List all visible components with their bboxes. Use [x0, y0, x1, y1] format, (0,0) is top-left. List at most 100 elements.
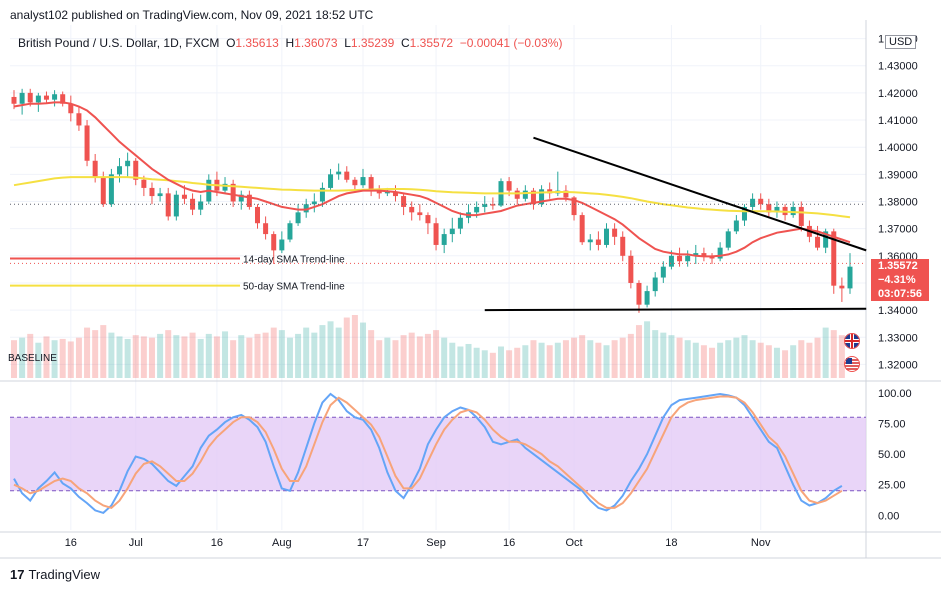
volume-bar	[627, 333, 634, 378]
candle-body	[76, 113, 82, 126]
candle-body	[198, 201, 204, 210]
time-tick-label: Sep	[426, 537, 446, 549]
volume-bar	[19, 337, 26, 378]
candle-body	[125, 160, 131, 167]
candle-body	[587, 239, 593, 243]
price-tick-label: 1.42000	[878, 88, 918, 100]
stochastic-tick-label: 75.00	[878, 418, 906, 430]
candle-body	[758, 198, 764, 205]
candle-body	[43, 95, 49, 100]
candle-body	[409, 206, 415, 213]
price-tick-label: 1.32000	[878, 359, 918, 371]
footer-brand[interactable]: TradingView	[28, 567, 101, 582]
candle-body	[741, 206, 747, 221]
bar-countdown: 03:07:56	[878, 288, 923, 300]
volume-bars	[11, 315, 845, 378]
volume-bar	[360, 322, 367, 378]
volume-bar	[790, 345, 797, 378]
candle-body	[246, 194, 252, 207]
volume-bar	[644, 321, 651, 378]
candle-body	[668, 255, 674, 267]
candle-body	[490, 204, 496, 206]
volume-bar	[562, 340, 569, 378]
candle-body	[685, 255, 691, 262]
stochastic-tick-label: 100.00	[878, 388, 912, 400]
stochastic-d-line	[13, 395, 843, 510]
price-tick-label: 1.37000	[878, 224, 918, 236]
volume-bar	[595, 342, 602, 378]
volume-bar	[400, 335, 407, 378]
candle-body	[693, 253, 699, 256]
volume-bar	[700, 345, 707, 378]
volume-bar	[546, 345, 553, 378]
volume-bar	[51, 340, 58, 378]
volume-bar	[270, 327, 277, 378]
volume-bar	[489, 352, 496, 378]
volume-bar	[246, 337, 253, 378]
volume-bar	[692, 342, 699, 378]
candle-body	[344, 171, 350, 180]
volume-bar	[424, 333, 431, 378]
candle-body	[360, 177, 366, 186]
candle-body	[506, 181, 512, 191]
currency-button[interactable]: USD	[885, 35, 917, 49]
change-value: −0.00041 (−0.03%)	[459, 36, 563, 50]
volume-bar	[725, 340, 732, 378]
candlesticks	[11, 88, 853, 313]
volume-bar	[303, 327, 310, 378]
volume-bar	[75, 337, 82, 378]
volume-bar	[230, 340, 237, 378]
candle-body	[11, 96, 17, 104]
volume-bar	[522, 345, 529, 378]
volume-bar	[408, 332, 415, 378]
volume-bar	[433, 330, 440, 378]
volume-bar	[676, 337, 683, 378]
volume-bar	[384, 337, 391, 378]
stochastic-band	[10, 417, 866, 491]
volume-bar	[481, 350, 488, 378]
candle-body	[474, 206, 480, 213]
candle-body	[644, 291, 650, 305]
close-value: 1.35572	[409, 36, 454, 50]
uk-flag-icon[interactable]	[844, 333, 860, 349]
candle-body	[35, 95, 41, 103]
candle-body	[652, 277, 658, 292]
volume-bar	[457, 346, 464, 378]
volume-bar	[497, 346, 504, 378]
candle-body	[100, 177, 106, 205]
candle-body	[263, 223, 269, 235]
volume-bar	[67, 341, 74, 378]
volume-bar	[506, 350, 513, 378]
open-label: O	[226, 36, 236, 50]
candle-body	[612, 228, 618, 237]
volume-bar	[286, 337, 293, 378]
stochastic-tick-label: 0.00	[878, 510, 899, 522]
volume-bar	[140, 336, 147, 378]
volume-bar	[92, 330, 99, 378]
candle-body	[27, 92, 33, 103]
low-label: L	[344, 36, 351, 50]
volume-bar	[197, 338, 204, 378]
volume-bar	[327, 321, 334, 378]
price-tick-label: 1.33000	[878, 332, 918, 344]
high-label: H	[285, 36, 295, 50]
high-value: 1.36073	[294, 36, 338, 50]
volume-bar	[238, 335, 245, 378]
candle-body	[774, 206, 780, 213]
price-axis: 1.440001.430001.420001.410001.400001.390…	[878, 34, 918, 372]
candle-body	[725, 231, 731, 248]
candle-body	[165, 193, 171, 217]
candle-body	[815, 236, 821, 248]
indicator-label: BASELINE	[8, 353, 57, 364]
volume-bar	[27, 333, 34, 378]
candle-body	[311, 201, 317, 205]
volume-bar	[822, 327, 829, 378]
candle-body	[530, 190, 536, 205]
candle-body	[823, 231, 829, 248]
price-tick-label: 1.39000	[878, 169, 918, 181]
volume-bar	[100, 325, 107, 378]
us-flag-icon[interactable]	[844, 356, 860, 372]
volume-bar	[311, 332, 318, 378]
candle-body	[717, 247, 723, 259]
candle-body	[181, 194, 187, 199]
